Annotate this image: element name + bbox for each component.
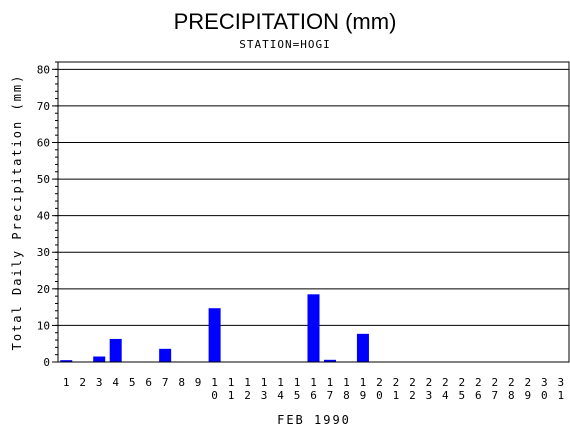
y-tick-label: 20 — [37, 283, 50, 296]
y-tick-label: 40 — [37, 210, 50, 223]
x-axis-label: FEB 1990 — [277, 413, 351, 427]
chart-subtitle: STATION=HOGI — [239, 38, 330, 51]
bar-day-1 — [60, 360, 73, 362]
bar-day-19 — [356, 333, 369, 362]
y-tick-label: 0 — [43, 356, 50, 369]
x-tick-label: 2 — [79, 376, 86, 389]
grid-lines — [58, 68, 569, 326]
x-tick-label: 3 — [96, 376, 103, 389]
bar-day-3 — [93, 356, 106, 362]
y-tick-label: 30 — [37, 246, 50, 259]
x-axis: 1 2 3 4 5 6 7 8 9 1 01 11 21 31 41 51 61 71 81 92 02 12 22 32 42… — [63, 376, 564, 402]
bar-day-16 — [307, 294, 320, 362]
y-tick-label: 70 — [37, 100, 50, 113]
x-tick-label: 4 — [112, 376, 119, 389]
x-tick-label: 1 — [63, 376, 70, 389]
x-tick-label: 9 — [195, 376, 202, 389]
x-tick-label: 8 — [178, 376, 185, 389]
bar-day-7 — [159, 348, 172, 362]
bar-day-10 — [208, 308, 221, 362]
bars — [60, 294, 369, 362]
x-tick-label: 5 — [129, 376, 136, 389]
chart-title: PRECIPITATION (mm) — [174, 9, 397, 34]
plot-frame — [57, 61, 570, 363]
bar-day-17 — [323, 359, 336, 362]
y-axis: 0 10 20 30 40 50 60 70 80 — [37, 61, 58, 369]
bar-day-4 — [109, 338, 122, 362]
y-tick-label: 80 — [37, 63, 50, 76]
x-tick-label: 7 — [162, 376, 169, 389]
y-tick-label: 10 — [37, 319, 50, 332]
y-tick-label: 60 — [37, 136, 50, 149]
y-axis-label: Total Daily Precipitation (mm) — [10, 74, 24, 351]
x-tick-label: 6 — [145, 376, 152, 389]
y-tick-label: 50 — [37, 173, 50, 186]
